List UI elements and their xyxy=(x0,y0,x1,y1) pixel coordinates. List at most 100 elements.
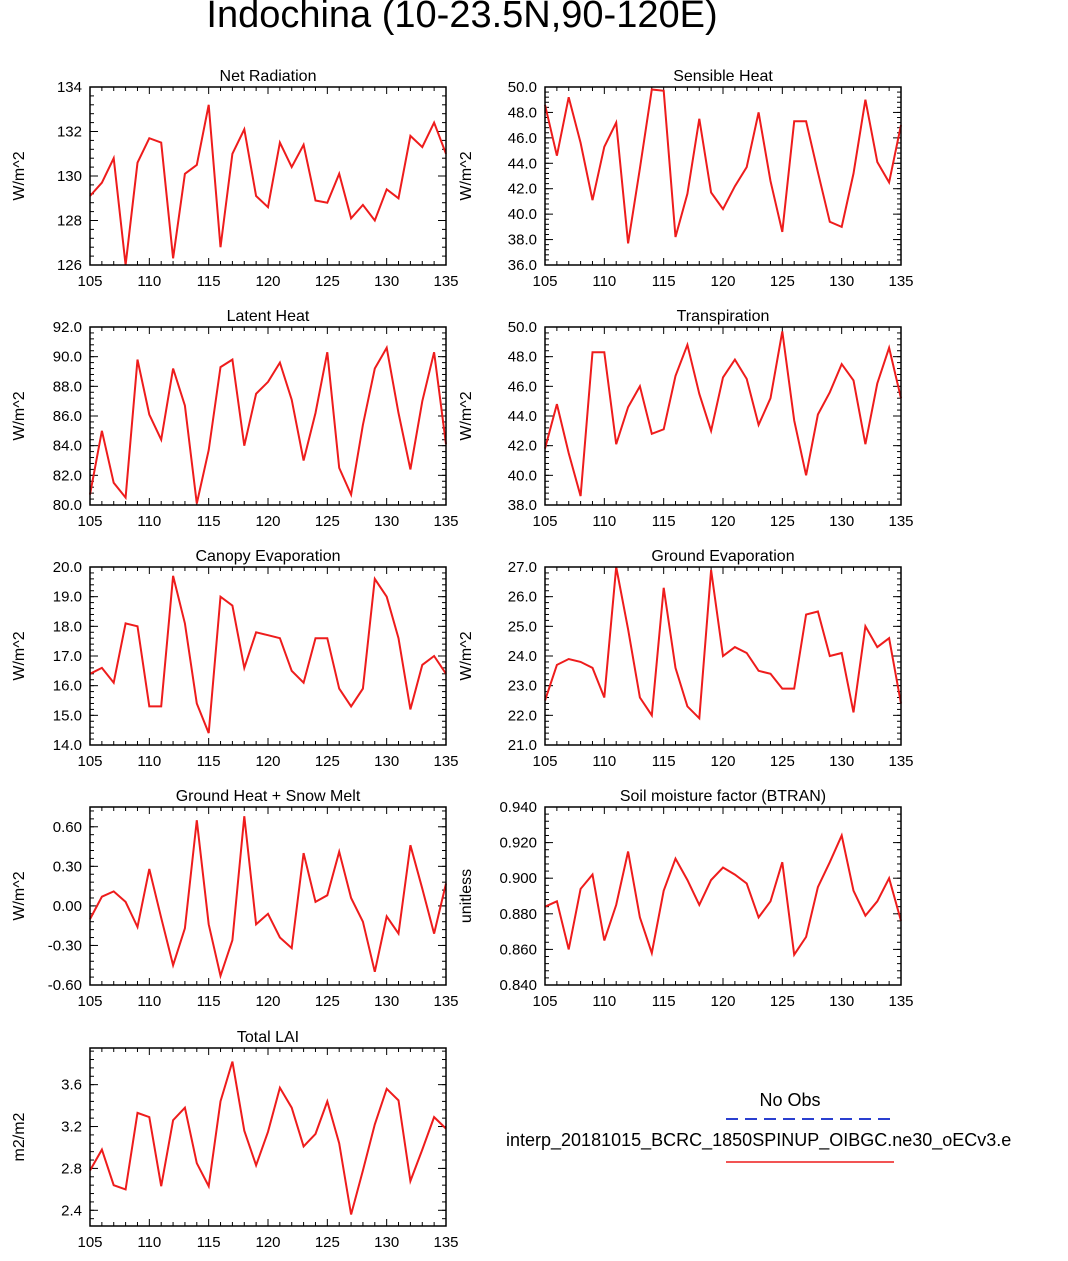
y-tick-label: 0.900 xyxy=(499,870,537,887)
x-tick-label: 110 xyxy=(137,513,161,530)
plot-frame xyxy=(544,566,902,746)
y-tick-label: 15.0 xyxy=(53,707,82,724)
chart-title: Sensible Heat xyxy=(673,68,773,85)
x-tick-label: 115 xyxy=(652,273,676,290)
y-tick-label: 132 xyxy=(57,124,82,141)
x-tick-label: 110 xyxy=(592,273,616,290)
series-line xyxy=(89,575,447,734)
x-tick-label: 135 xyxy=(888,753,913,770)
chart-panel: Total LAI m2/m2 105 110 115 120 125 130 135 2.4 2.… xyxy=(11,1029,459,1251)
y-tick-label: 44.0 xyxy=(508,155,537,172)
x-tick-label: 125 xyxy=(315,513,340,530)
y-tick-label: 48.0 xyxy=(508,104,537,121)
y-tick-label: 42.0 xyxy=(508,438,537,455)
y-tick-label: 21.0 xyxy=(508,737,537,754)
y-tick-label: 48.0 xyxy=(508,349,537,366)
x-tick-label: 120 xyxy=(255,753,280,770)
series-line xyxy=(544,88,902,244)
y-tick-label: 22.0 xyxy=(508,707,537,724)
y-tick-label: 18.0 xyxy=(53,618,82,635)
x-tick-label: 115 xyxy=(652,513,676,530)
x-tick-label: 120 xyxy=(255,513,280,530)
x-tick-label: 130 xyxy=(374,753,399,770)
y-axis-label: W/m^2 xyxy=(11,871,28,920)
y-tick-label: 90.0 xyxy=(53,349,82,366)
chart-panel: Transpiration W/m^2 105 110 115 120 125 130 135 3… xyxy=(458,308,914,530)
chart-panel: Ground Heat + Snow Melt W/m^2 105 110 115 120… xyxy=(11,788,459,1010)
chart-panel: Latent Heat W/m^2 105 110 115 120 125 130 135 80.… xyxy=(11,308,459,530)
legend-model-label: interp_20181015_BCRC_1850SPINUP_OIBGC.ne… xyxy=(506,1130,1012,1150)
x-tick-label: 125 xyxy=(770,513,795,530)
x-tick-label: 105 xyxy=(532,993,557,1010)
y-tick-label: 3.6 xyxy=(61,1077,82,1094)
x-tick-label: 135 xyxy=(433,513,458,530)
chart-title: Ground Heat + Snow Melt xyxy=(176,788,361,805)
y-tick-label: 25.0 xyxy=(508,618,537,635)
x-tick-label: 135 xyxy=(888,513,913,530)
plot-frame xyxy=(544,86,902,266)
series-line xyxy=(89,816,447,980)
y-axis-label: W/m^2 xyxy=(11,631,28,680)
chart-title: Canopy Evaporation xyxy=(196,548,341,565)
y-axis-label: unitless xyxy=(458,869,475,923)
x-tick-label: 105 xyxy=(77,993,102,1010)
y-tick-label: 0.30 xyxy=(53,858,82,875)
x-tick-label: 120 xyxy=(255,1234,280,1251)
y-tick-label: 92.0 xyxy=(53,319,82,336)
x-tick-label: 110 xyxy=(592,513,616,530)
y-tick-label: 0.940 xyxy=(499,799,537,816)
series-line xyxy=(544,566,902,721)
y-tick-label: 46.0 xyxy=(508,130,537,147)
plot-frame xyxy=(89,326,447,506)
chart-title: Ground Evaporation xyxy=(651,548,794,565)
x-tick-label: 125 xyxy=(315,993,340,1010)
y-tick-label: 2.4 xyxy=(61,1202,82,1219)
y-axis-label: m2/m2 xyxy=(11,1112,28,1161)
plot-frame xyxy=(89,566,447,746)
x-tick-label: 130 xyxy=(829,513,854,530)
x-tick-label: 120 xyxy=(255,273,280,290)
y-tick-label: 44.0 xyxy=(508,408,537,425)
x-tick-label: 110 xyxy=(592,753,616,770)
x-tick-label: 125 xyxy=(315,273,340,290)
x-tick-label: 120 xyxy=(710,753,735,770)
x-tick-label: 115 xyxy=(652,753,676,770)
y-tick-label: 0.920 xyxy=(499,835,537,852)
x-tick-label: 105 xyxy=(77,753,102,770)
x-tick-label: 135 xyxy=(888,273,913,290)
plot-frame xyxy=(544,326,902,506)
y-tick-label: 2.8 xyxy=(61,1160,82,1177)
x-tick-label: 125 xyxy=(315,753,340,770)
x-tick-label: 135 xyxy=(433,273,458,290)
x-tick-label: 130 xyxy=(829,993,854,1010)
x-tick-label: 105 xyxy=(532,753,557,770)
y-tick-label: -0.30 xyxy=(48,937,82,954)
y-tick-label: 128 xyxy=(57,213,82,230)
x-tick-label: 130 xyxy=(829,273,854,290)
x-tick-label: 110 xyxy=(137,1234,161,1251)
x-tick-label: 135 xyxy=(888,993,913,1010)
series-line xyxy=(544,832,902,958)
series-line xyxy=(89,1061,447,1215)
x-tick-label: 135 xyxy=(433,993,458,1010)
chart-title: Transpiration xyxy=(677,308,770,325)
y-tick-label: 0.860 xyxy=(499,941,537,958)
x-tick-label: 120 xyxy=(710,513,735,530)
series-line xyxy=(89,344,447,504)
y-tick-label: 16.0 xyxy=(53,678,82,695)
x-tick-label: 105 xyxy=(77,273,102,290)
y-tick-label: 19.0 xyxy=(53,589,82,606)
x-tick-label: 115 xyxy=(652,993,676,1010)
chart-panel: Soil moisture factor (BTRAN) unitless 105 1… xyxy=(458,788,914,1010)
chart-title: Net Radiation xyxy=(220,68,317,85)
y-tick-label: 0.880 xyxy=(499,906,537,923)
x-tick-label: 125 xyxy=(315,1234,340,1251)
chart-title: Total LAI xyxy=(237,1029,299,1046)
y-axis-label: W/m^2 xyxy=(458,631,475,680)
plot-frame xyxy=(89,1047,447,1227)
series-line xyxy=(89,104,447,266)
y-tick-label: 80.0 xyxy=(53,497,82,514)
x-tick-label: 110 xyxy=(592,993,616,1010)
y-tick-label: 0.00 xyxy=(53,898,82,915)
